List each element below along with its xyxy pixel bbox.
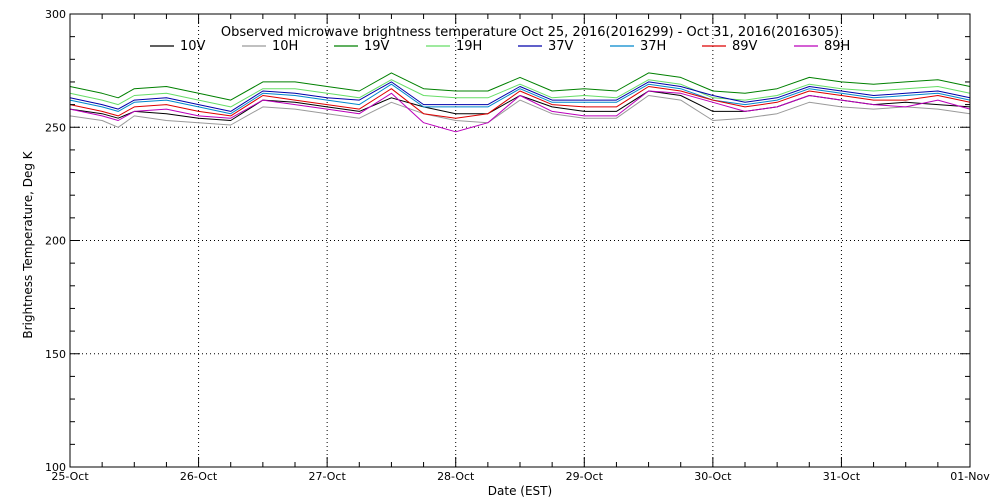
chart-title: Observed microwave brightness temperatur…	[221, 25, 839, 40]
series-line-89H	[69, 90, 971, 133]
legend-label-37V: 37V	[548, 39, 574, 54]
x-tick-label: 29-Oct	[566, 470, 604, 483]
series-line-37H	[69, 83, 971, 115]
legend-label-89V: 89V	[732, 39, 758, 54]
legend-label-89H: 89H	[824, 39, 850, 54]
series-line-19H	[69, 79, 971, 108]
legend-label-19V: 19V	[364, 39, 390, 54]
y-tick-label: 150	[45, 348, 66, 361]
x-tick-label: 27-Oct	[308, 470, 346, 483]
y-axis-title: Brightness Temperature, Deg K	[21, 150, 35, 338]
series-line-89V	[69, 86, 971, 119]
x-axis-title: Date (EST)	[488, 484, 552, 498]
legend-label-19H: 19H	[456, 39, 482, 54]
y-tick-label: 300	[45, 8, 66, 21]
y-tick-label: 250	[45, 121, 66, 134]
series-line-19V	[69, 72, 971, 101]
axis-tick-labels: 100 150 200 250 300 25-Oct 26-Oct 27-Oct 28-Oct 2…	[45, 8, 990, 483]
y-tick-label: 100	[45, 461, 66, 474]
series-line-37V	[69, 81, 971, 112]
x-tick-label: 30-Oct	[694, 470, 732, 483]
axis-ticks	[69, 13, 971, 468]
x-tick-label: 01-Nov	[950, 470, 990, 483]
x-tick-label: 28-Oct	[437, 470, 475, 483]
x-tick-label: 25-Oct	[51, 470, 89, 483]
legend-label-10H: 10H	[272, 39, 298, 54]
series-line-10H	[69, 95, 971, 128]
y-tick-label: 200	[45, 235, 66, 248]
legend-label-37H: 37H	[640, 39, 666, 54]
legend: 10V 10H 19V 19H 37V 37H 89V 89H	[150, 39, 850, 54]
x-tick-label: 26-Oct	[180, 470, 218, 483]
x-tick-label: 31-Oct	[823, 470, 861, 483]
legend-label-10V: 10V	[180, 39, 206, 54]
series-lines	[69, 72, 971, 133]
